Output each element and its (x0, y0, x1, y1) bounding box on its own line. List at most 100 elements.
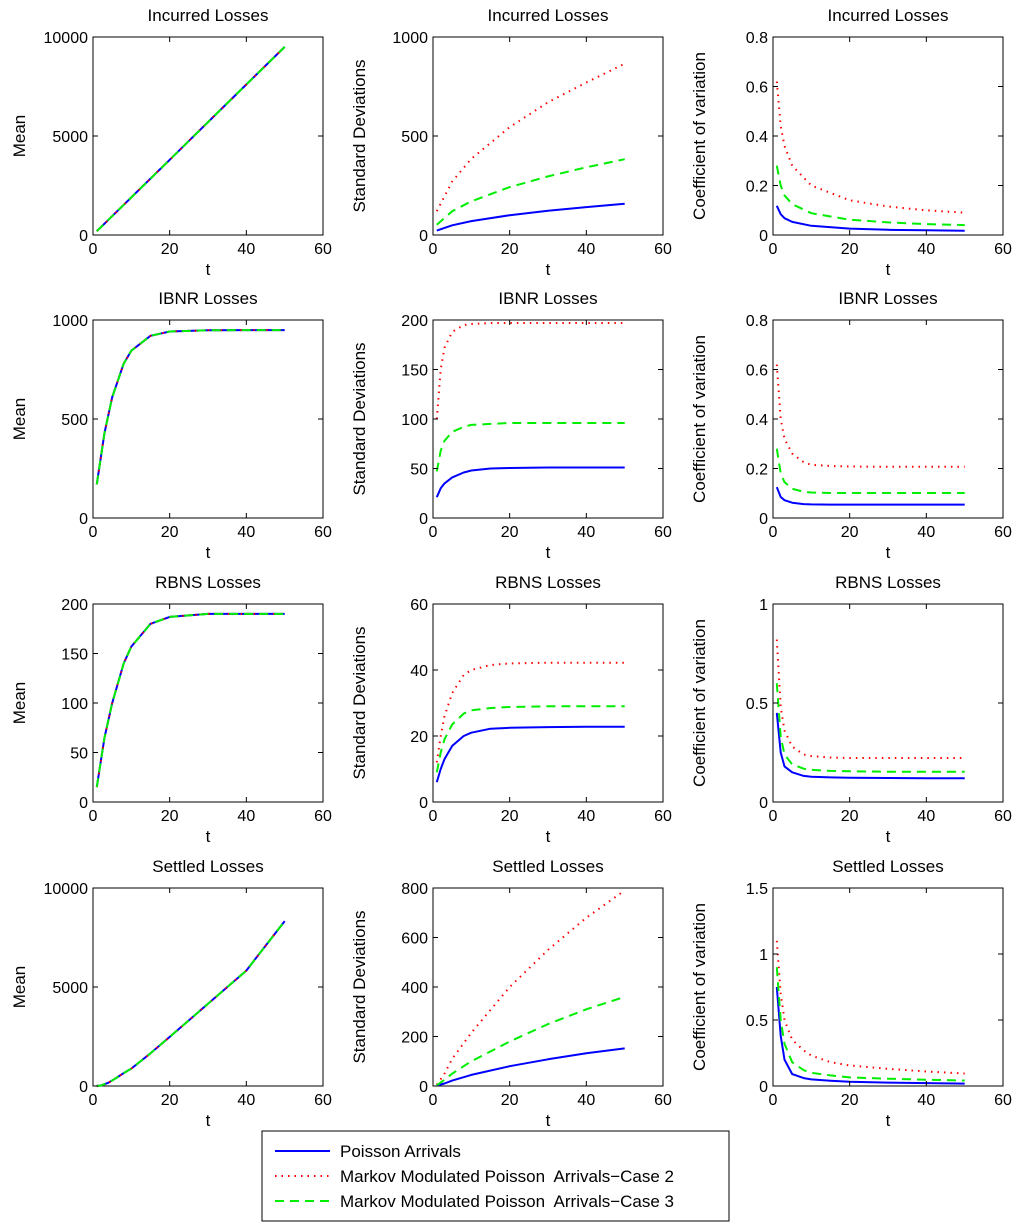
series-line-3 (775, 448, 965, 494)
series-line-1 (435, 725, 625, 783)
series-line-1 (436, 202, 625, 232)
y-tick-label: 600 (401, 931, 428, 948)
x-tick-label: 40 (577, 808, 595, 825)
x-tick-label: 60 (314, 808, 332, 825)
x-tick-label: 20 (501, 1092, 519, 1109)
subplot-2-2: 0 20 40 60 0 50 100 150 200 IBNR Losses t Standard … (350, 289, 672, 562)
series-line-1 (775, 712, 965, 780)
x-tick-label: 0 (429, 808, 438, 825)
series-line-3 (436, 995, 626, 1087)
x-tick-label: 0 (429, 524, 438, 541)
y-tick-label: 0.5 (746, 696, 768, 713)
x-axis-label: t (886, 543, 891, 562)
series-line-2 (96, 46, 286, 232)
x-tick-label: 0 (429, 241, 438, 258)
series-line-3 (96, 920, 286, 1087)
y-tick-label: 5000 (52, 129, 88, 146)
x-tick-label: 60 (654, 1092, 672, 1109)
subplot-4-3: 0 20 40 60 0 0.5 1 1.5 Settled Losses t Coefficien… (690, 857, 1012, 1130)
legend-label-case2: Markov Modulated Poisson Arrivals−Case 2 (340, 1167, 674, 1186)
subplot-title: Settled Losses (832, 857, 944, 876)
subplot-3-1: 0 20 40 60 0 50 100 150 200 RBNS Losses t Mean (10, 573, 332, 846)
x-tick-label: 20 (841, 1092, 859, 1109)
y-axis-label: Coefficient of variation (690, 335, 709, 503)
subplot-title: Settled Losses (152, 857, 264, 876)
x-tick-label: 20 (501, 241, 519, 258)
y-tick-label: 0.2 (746, 179, 768, 196)
x-tick-label: 0 (89, 241, 98, 258)
subplot-title: RBNS Losses (155, 573, 261, 592)
y-tick-label: 1000 (392, 30, 428, 47)
subplot-title: IBNR Losses (838, 289, 937, 308)
axes-box (432, 603, 664, 803)
y-tick-label: 0 (79, 511, 88, 528)
y-tick-label: 0 (419, 795, 428, 812)
x-tick-label: 0 (429, 1092, 438, 1109)
x-tick-label: 20 (841, 241, 859, 258)
y-tick-label: 0 (759, 228, 768, 245)
subplot-1-1: 0 20 40 60 0 5000 10000 Incurred Losses t Mean (10, 6, 332, 279)
x-tick-label: 0 (769, 808, 778, 825)
y-tick-label: 0.6 (746, 363, 768, 380)
subplot-1-2: 0 20 40 60 0 500 1000 Incurred Losses t Standard … (350, 6, 672, 279)
x-axis-label: t (886, 1111, 891, 1130)
subplot-3-2: 0 20 40 60 0 20 40 60 RBNS Losses t Standard Devia… (350, 573, 672, 846)
x-tick-label: 0 (89, 1092, 98, 1109)
x-axis-label: t (206, 543, 211, 562)
y-tick-label: 0 (79, 1079, 88, 1096)
y-tick-label: 200 (401, 313, 428, 330)
y-tick-label: 50 (410, 462, 428, 479)
axes-box (772, 887, 1004, 1087)
series-line-3 (95, 329, 285, 485)
x-tick-label: 60 (654, 524, 672, 541)
x-tick-label: 40 (917, 808, 935, 825)
y-axis-label: Standard Deviations (350, 626, 369, 779)
y-tick-label: 500 (61, 412, 88, 429)
series-line-3 (775, 165, 965, 227)
x-tick-label: 40 (237, 524, 255, 541)
y-tick-label: 10000 (44, 30, 89, 47)
y-axis-label: Mean (10, 398, 29, 441)
series-line-3 (775, 683, 965, 773)
x-tick-label: 20 (161, 808, 179, 825)
series-line-3 (95, 612, 285, 788)
y-tick-label: 1000 (52, 313, 88, 330)
x-tick-label: 0 (769, 1092, 778, 1109)
x-tick-label: 40 (237, 1092, 255, 1109)
series-line-1 (775, 205, 965, 232)
series-line-3 (435, 422, 625, 472)
x-tick-label: 20 (161, 1092, 179, 1109)
subplot-1-3: 0 20 40 60 0 0.2 0.4 0.6 0.8 Incurred Losses t Coef… (690, 6, 1012, 279)
series-line-2 (435, 889, 626, 1086)
y-tick-label: 0.6 (746, 80, 768, 97)
subplot-title: Incurred Losses (828, 6, 949, 25)
y-tick-label: 0.2 (746, 462, 768, 479)
x-tick-label: 60 (994, 241, 1012, 258)
x-tick-label: 40 (237, 808, 255, 825)
y-tick-label: 60 (410, 597, 428, 614)
x-axis-label: t (886, 260, 891, 279)
x-tick-label: 60 (314, 241, 332, 258)
y-tick-label: 100 (401, 412, 428, 429)
x-tick-label: 40 (917, 241, 935, 258)
subplot-title: IBNR Losses (498, 289, 597, 308)
y-tick-label: 100 (61, 696, 88, 713)
x-tick-label: 60 (654, 241, 672, 258)
y-axis-label: Standard Deviations (350, 910, 369, 1063)
y-tick-label: 1.5 (746, 881, 768, 898)
y-tick-label: 1 (759, 947, 768, 964)
y-tick-label: 40 (410, 663, 428, 680)
y-tick-label: 0.4 (746, 412, 768, 429)
y-tick-label: 0 (419, 228, 428, 245)
x-tick-label: 40 (577, 1092, 595, 1109)
x-tick-label: 40 (917, 524, 935, 541)
y-axis-label: Standard Deviations (350, 59, 369, 212)
y-axis-label: Mean (10, 115, 29, 158)
x-tick-label: 20 (161, 524, 179, 541)
x-tick-label: 60 (994, 1092, 1012, 1109)
y-tick-label: 50 (70, 746, 88, 763)
x-tick-label: 40 (917, 1092, 935, 1109)
x-axis-label: t (546, 1111, 551, 1130)
